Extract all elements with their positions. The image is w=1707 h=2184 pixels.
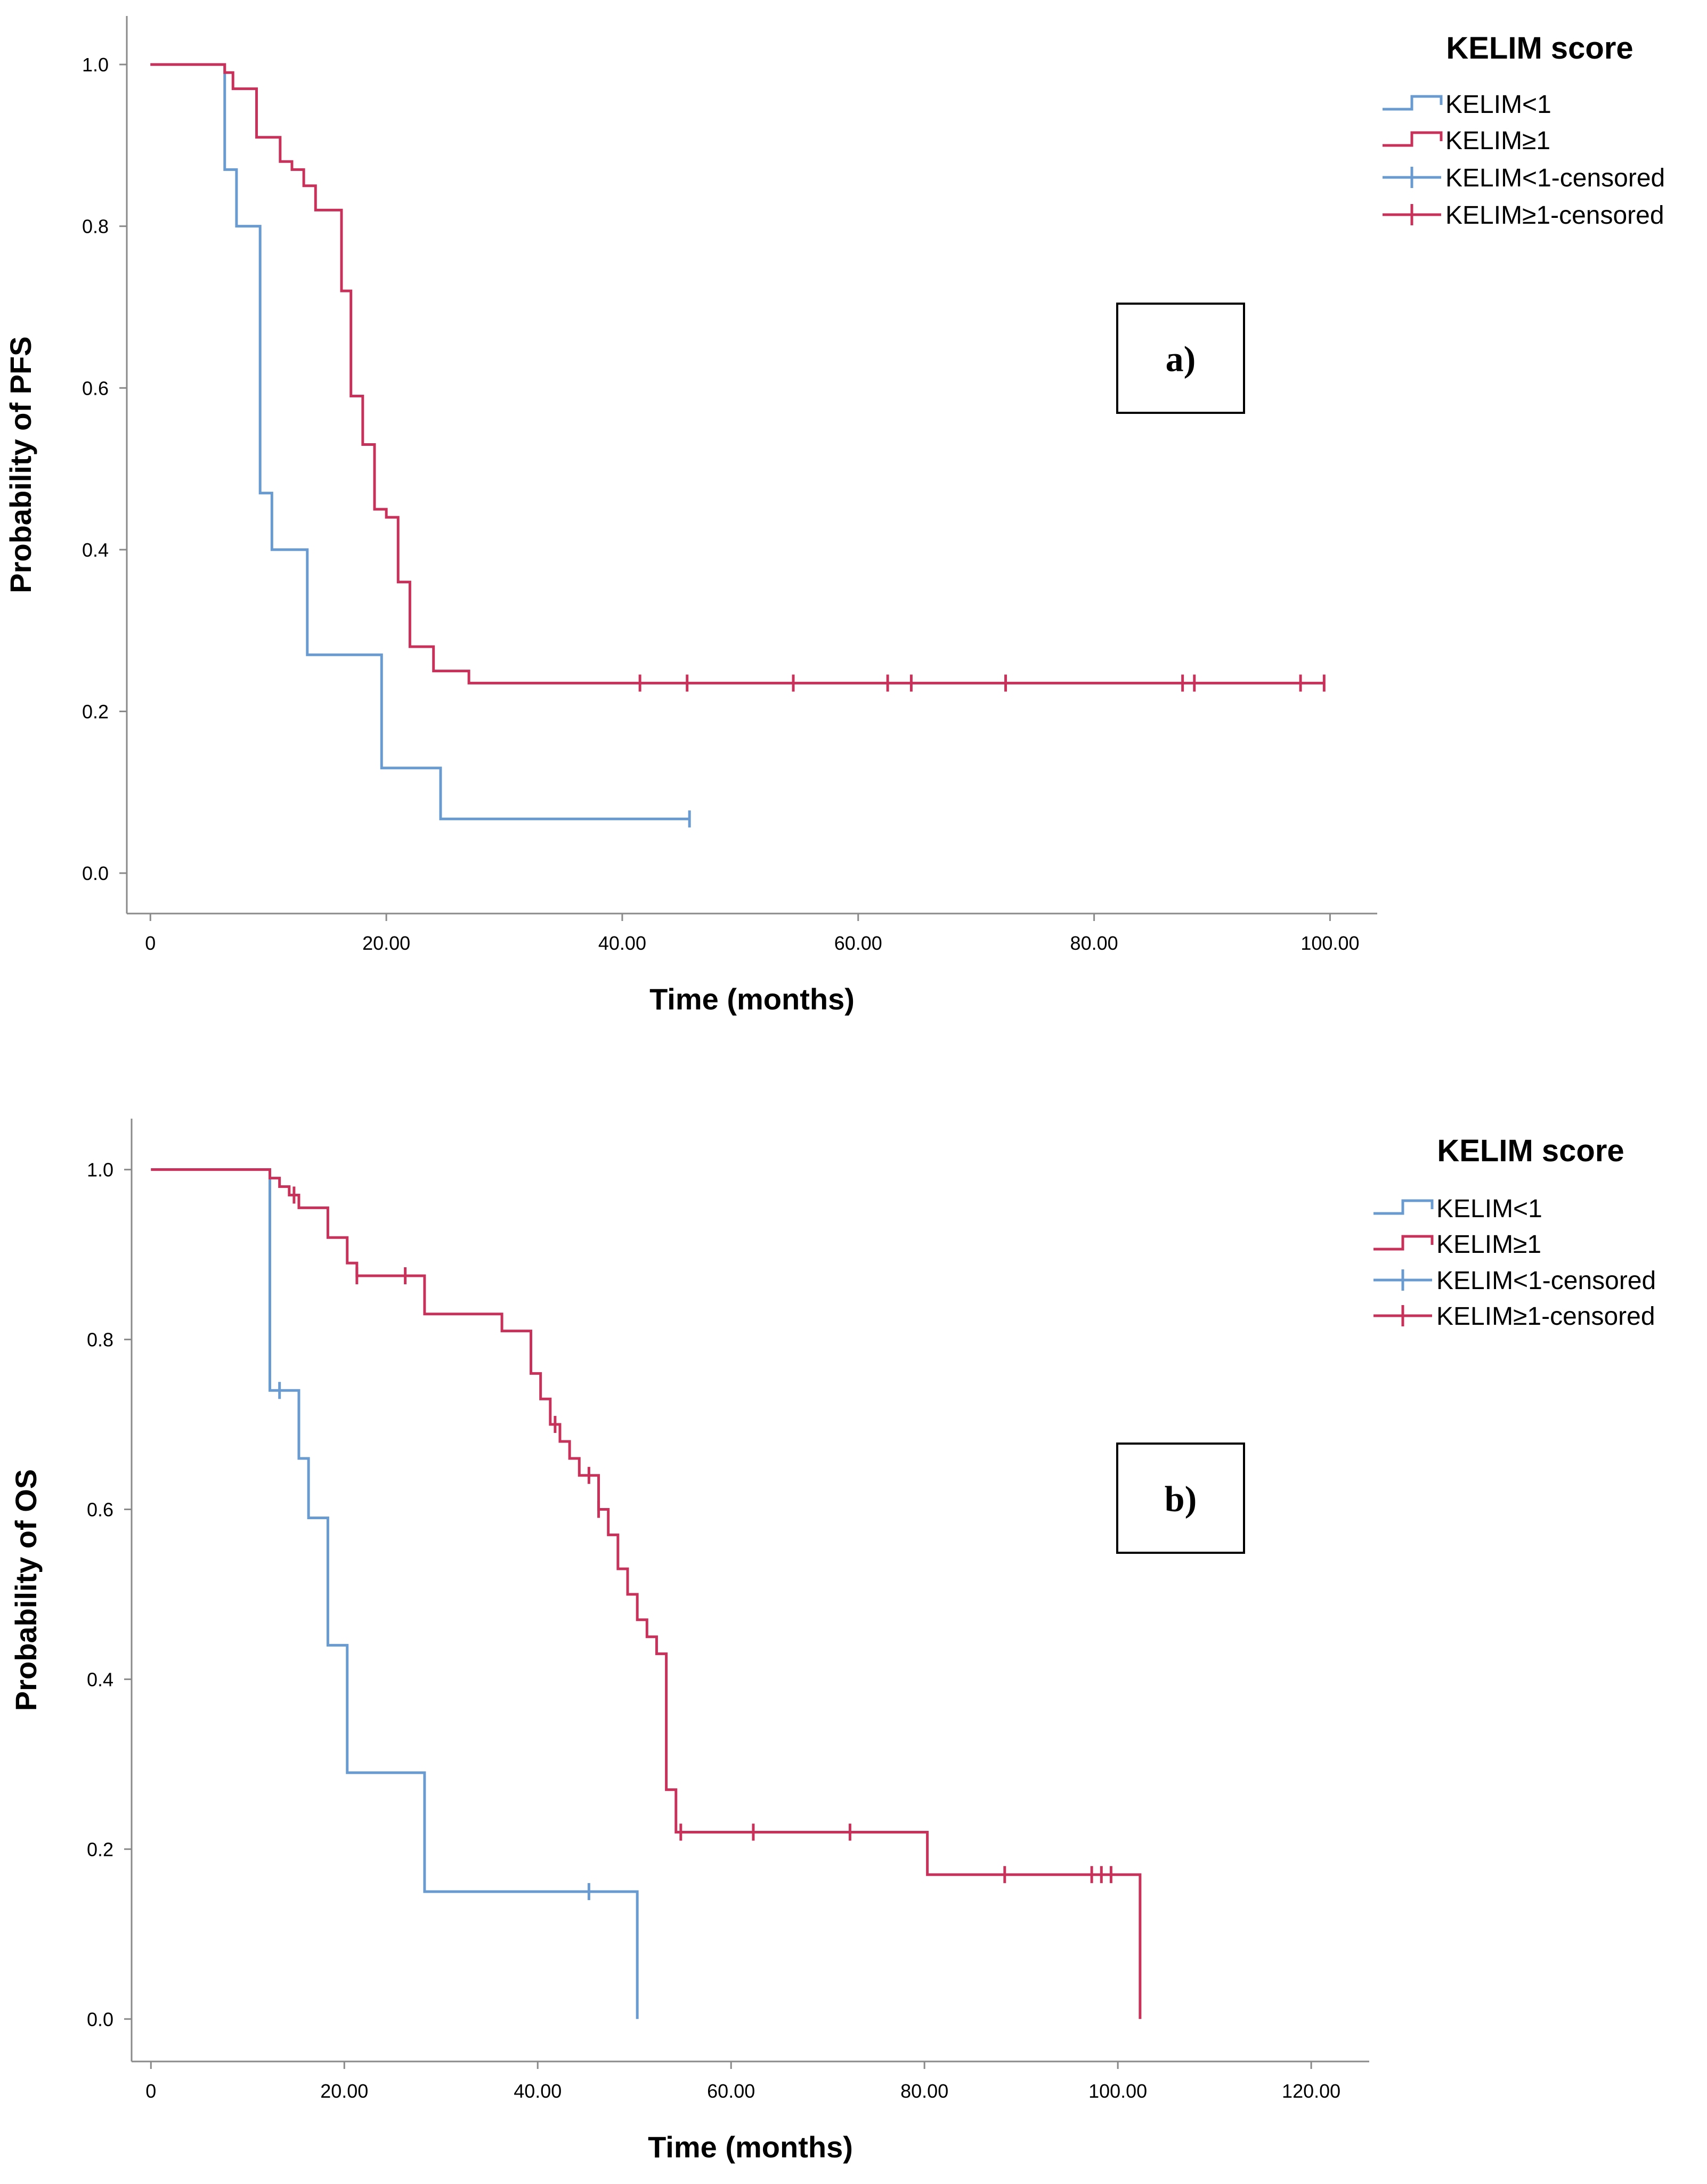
x-tick-label: 0 bbox=[145, 2080, 156, 2102]
chart-panel-os: 0.0 0.2 0.4 0.6 0.8 1.0 0 20.00 40.00 60.00 80.00 1… bbox=[9, 1119, 1656, 2164]
legend-swatch-step-low bbox=[1373, 1199, 1434, 1215]
legend-swatch-step-high bbox=[1373, 1235, 1434, 1251]
legend-label: KELIM<1 bbox=[1436, 1195, 1542, 1223]
chart-panel-pfs: 0.0 0.2 0.4 0.6 0.8 1.0 0 20.00 40.00 60.00 80.00 1… bbox=[4, 16, 1665, 1016]
x-tick-label: 60.00 bbox=[707, 2080, 755, 2102]
panel-label: a) bbox=[1166, 339, 1196, 379]
legend-label: KELIM≥1 bbox=[1445, 127, 1550, 155]
y-tick-label: 1.0 bbox=[87, 1159, 113, 1181]
km-curve-high bbox=[150, 63, 1326, 684]
x-tick-label: 80.00 bbox=[900, 2080, 948, 2102]
x-tick-label: 80.00 bbox=[1070, 932, 1118, 954]
legend-swatch-step-low bbox=[1383, 95, 1443, 111]
legend-title: KELIM score bbox=[1437, 1134, 1624, 1168]
panel-label: b) bbox=[1165, 1479, 1197, 1519]
legend-label: KELIM<1-censored bbox=[1445, 164, 1665, 192]
y-axis-title: Probability of PFS bbox=[4, 336, 37, 593]
y-tick-label: 0.8 bbox=[82, 216, 109, 238]
x-tick-label: 0 bbox=[145, 932, 156, 954]
y-axis-title: Probability of OS bbox=[9, 1469, 43, 1711]
km-curve-low bbox=[150, 63, 690, 820]
x-tick-label: 40.00 bbox=[598, 932, 646, 954]
y-tick-label: 0.8 bbox=[87, 1329, 113, 1351]
x-tick-label: 100.00 bbox=[1088, 2080, 1147, 2102]
x-tick-label: 40.00 bbox=[514, 2080, 562, 2102]
x-tick-label: 120.00 bbox=[1282, 2080, 1340, 2102]
legend-label: KELIM≥1-censored bbox=[1445, 201, 1664, 230]
legend-label: KELIM<1 bbox=[1445, 91, 1551, 119]
y-tick-label: 0.2 bbox=[87, 1838, 113, 1860]
x-tick-label: 100.00 bbox=[1300, 932, 1359, 954]
y-tick-label: 0.0 bbox=[87, 2008, 113, 2030]
y-tick-label: 0.6 bbox=[87, 1499, 113, 1521]
legend-label: KELIM≥1-censored bbox=[1436, 1302, 1655, 1331]
km-curve-high bbox=[151, 1168, 1142, 2019]
legend-swatch-step-high bbox=[1383, 131, 1443, 147]
x-tick-label: 20.00 bbox=[362, 932, 410, 954]
y-tick-label: 0.0 bbox=[82, 862, 109, 884]
panel-label-box bbox=[1116, 1443, 1245, 1554]
legend: KELIM score KELIM<1 KELIM≥1 KELIM<1-censore… bbox=[1373, 1134, 1656, 1331]
legend-label: KELIM≥1 bbox=[1436, 1230, 1541, 1259]
legend: KELIM score KELIM<1 KELIM≥1 KELIM<1-censore… bbox=[1383, 31, 1665, 230]
x-tick-label: 20.00 bbox=[320, 2080, 368, 2102]
y-tick-label: 1.0 bbox=[82, 54, 109, 76]
y-tick-label: 0.4 bbox=[82, 539, 109, 561]
x-axis-title: Time (months) bbox=[649, 982, 855, 1016]
y-tick-label: 0.4 bbox=[87, 1668, 113, 1690]
panel-label-box bbox=[1116, 303, 1245, 414]
y-tick-label: 0.2 bbox=[82, 700, 109, 722]
x-axis-title: Time (months) bbox=[648, 2130, 853, 2164]
legend-label: KELIM<1-censored bbox=[1436, 1267, 1656, 1295]
y-tick-label: 0.6 bbox=[82, 377, 109, 399]
legend-title: KELIM score bbox=[1446, 31, 1633, 66]
x-tick-label: 60.00 bbox=[834, 932, 882, 954]
km-curve-low bbox=[151, 1168, 639, 2019]
